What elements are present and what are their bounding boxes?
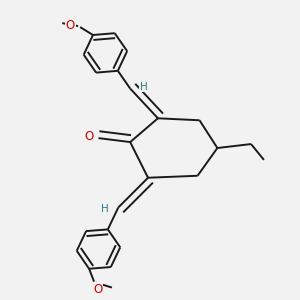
Text: H: H [100,204,108,214]
Text: O: O [84,130,93,142]
Text: O: O [93,283,103,296]
Text: H: H [140,82,148,92]
Text: O: O [66,19,75,32]
